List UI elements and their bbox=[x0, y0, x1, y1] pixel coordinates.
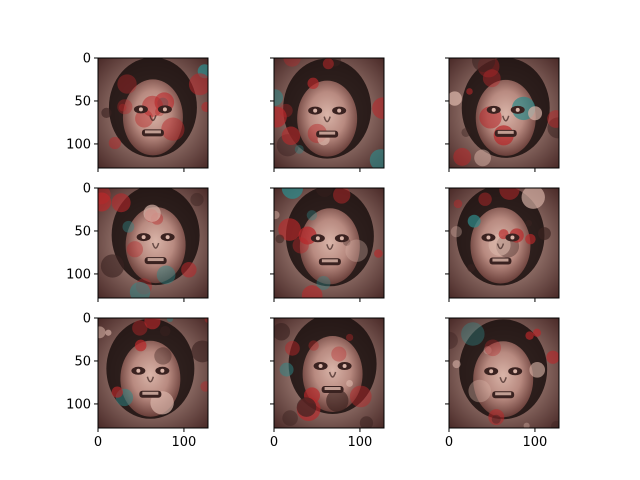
y-tick-label: 100 bbox=[66, 137, 91, 152]
y-tick-label: 50 bbox=[74, 94, 91, 109]
y-tick-label: 0 bbox=[83, 312, 91, 327]
subplot-r2-c3 bbox=[445, 187, 560, 302]
axes-frame bbox=[97, 57, 209, 169]
subplot-r1-c3 bbox=[445, 57, 560, 172]
subplot-r3-c3: 0 100 bbox=[445, 317, 560, 450]
axes-frame bbox=[97, 317, 209, 429]
subplot-r2-c2 bbox=[270, 187, 385, 302]
face-image bbox=[274, 188, 384, 298]
axes-frame bbox=[448, 57, 560, 169]
y-tick-label: 50 bbox=[74, 224, 91, 239]
x-tick-label: 100 bbox=[172, 435, 197, 450]
face-image bbox=[449, 58, 559, 168]
axes-frame bbox=[448, 187, 560, 299]
face-image bbox=[98, 58, 208, 168]
subplot-r3-c1: 0 100 0 50 100 bbox=[66, 312, 209, 450]
y-tick-label: 100 bbox=[66, 267, 91, 282]
face-image bbox=[98, 318, 208, 428]
axes-frame bbox=[273, 187, 385, 299]
x-tick-label: 100 bbox=[348, 435, 373, 450]
subplot-r2-c1: 0 50 100 bbox=[66, 182, 209, 302]
axes-frame bbox=[448, 317, 560, 429]
axes-frame bbox=[273, 57, 385, 169]
face-image bbox=[274, 58, 384, 168]
x-tick-label: 0 bbox=[270, 435, 278, 450]
x-tick-label: 0 bbox=[445, 435, 453, 450]
face-image bbox=[98, 188, 208, 298]
axes-frame bbox=[97, 187, 209, 299]
face-image bbox=[274, 318, 384, 428]
subplot-r1-c2 bbox=[270, 57, 385, 172]
y-tick-label: 50 bbox=[74, 354, 91, 369]
subplot-grid: 0 50 100 0 50 100 0 100 0 50 100 0 100 0 100 bbox=[66, 52, 560, 450]
axes-frame bbox=[273, 317, 385, 429]
subplot-r3-c2: 0 100 bbox=[270, 317, 385, 450]
x-tick-label: 100 bbox=[523, 435, 548, 450]
face-image bbox=[449, 188, 559, 298]
y-tick-label: 0 bbox=[83, 52, 91, 67]
y-tick-label: 0 bbox=[83, 182, 91, 197]
y-tick-label: 100 bbox=[66, 397, 91, 412]
subplot-r1-c1: 0 50 100 bbox=[66, 52, 209, 172]
face-image bbox=[449, 318, 559, 428]
x-tick-label: 0 bbox=[94, 435, 102, 450]
